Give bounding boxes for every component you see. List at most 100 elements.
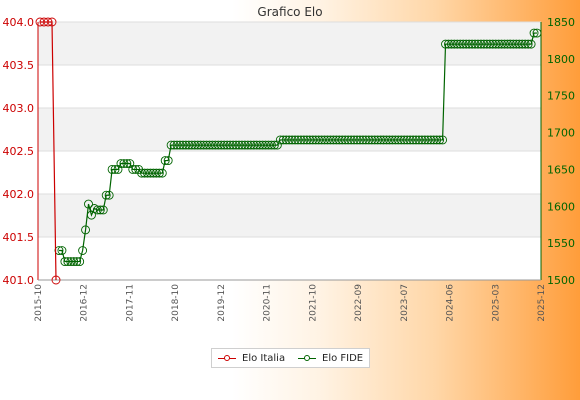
plot-band xyxy=(38,108,541,151)
elo-fide-point xyxy=(181,140,191,150)
elo-fide-point xyxy=(184,140,194,150)
left-tick-label: 404.0 xyxy=(3,16,35,29)
right-tick-label: 1550 xyxy=(547,237,575,250)
elo-fide-point xyxy=(163,156,173,166)
elo-fide-point xyxy=(334,135,344,145)
elo-fide-point xyxy=(370,135,380,145)
elo-fide-point xyxy=(497,39,507,49)
elo-fide-point xyxy=(491,39,501,49)
elo-fide-point xyxy=(284,135,294,145)
elo-fide-point xyxy=(308,135,318,145)
elo-fide-point xyxy=(317,135,327,145)
elo-fide-point xyxy=(237,140,247,150)
elo-fide-point xyxy=(122,159,132,168)
elo-fide-point xyxy=(169,140,179,150)
elo-fide-point xyxy=(373,135,383,145)
elo-fide-point xyxy=(408,135,418,145)
elo-fide-point xyxy=(461,39,471,49)
elo-fide-point xyxy=(272,140,282,150)
elo-fide-point xyxy=(219,140,229,150)
elo-fide-point xyxy=(278,135,288,145)
elo-italia-point xyxy=(51,275,61,285)
x-tick-label: 2021-10 xyxy=(308,284,318,322)
elo-fide-point xyxy=(458,39,468,49)
elo-fide-point xyxy=(151,168,161,178)
elo-fide-point xyxy=(358,135,368,145)
elo-fide-point xyxy=(261,140,270,150)
elo-fide-point xyxy=(441,39,450,49)
elo-fide-point xyxy=(488,39,498,49)
elo-fide-point xyxy=(387,135,397,145)
x-tick-label: 2019-12 xyxy=(217,284,227,322)
elo-fide-point xyxy=(399,135,409,145)
elo-fide-point xyxy=(426,135,436,145)
elo-fide-point xyxy=(104,190,114,200)
elo-fide-point xyxy=(364,135,374,145)
right-tick-label: 1600 xyxy=(547,200,575,213)
elo-fide-point xyxy=(337,135,347,145)
elo-fide-point xyxy=(328,135,338,145)
elo-fide-point xyxy=(160,156,170,166)
elo-fide-point xyxy=(258,140,268,150)
elo-fide-point xyxy=(240,140,250,150)
elo-fide-point xyxy=(385,135,394,145)
x-tick-label: 2018-10 xyxy=(171,284,181,322)
elo-fide-point xyxy=(243,140,253,150)
elo-fide-point xyxy=(72,257,82,267)
elo-fide-point xyxy=(331,135,341,145)
elo-fide-point xyxy=(140,168,150,178)
elo-fide-point xyxy=(485,39,495,49)
elo-fide-point xyxy=(367,135,377,145)
elo-fide-point xyxy=(326,135,335,145)
elo-fide-point xyxy=(207,140,217,150)
elo-fide-point xyxy=(503,39,512,49)
elo-fide-point xyxy=(405,135,415,145)
elo-fide-point xyxy=(57,246,67,255)
elo-fide-point xyxy=(187,140,197,150)
right-tick-label: 1750 xyxy=(547,90,575,103)
elo-fide-point xyxy=(78,246,88,255)
elo-fide-point xyxy=(311,135,321,145)
x-tick-label: 2025-03 xyxy=(491,284,501,322)
elo-fide-point xyxy=(479,39,489,49)
elo-fide-point xyxy=(302,135,312,145)
elo-fide-point xyxy=(517,39,527,49)
elo-fide-point xyxy=(293,135,303,145)
elo-fide-point xyxy=(508,39,518,49)
elo-fide-point xyxy=(210,140,220,150)
elo-fide-line xyxy=(59,32,537,263)
elo-fide-point xyxy=(166,140,176,150)
elo-fide-point xyxy=(473,39,483,49)
elo-fide-point xyxy=(417,135,427,145)
right-tick-label: 1650 xyxy=(547,163,575,176)
elo-fide-point xyxy=(402,135,412,145)
axes xyxy=(37,22,542,281)
elo-fide-point xyxy=(116,159,126,168)
elo-fide-point xyxy=(470,39,480,49)
elo-fide-point xyxy=(60,257,70,267)
left-tick-label: 402.0 xyxy=(3,188,35,201)
elo-fide-point xyxy=(314,135,324,145)
elo-fide-point xyxy=(355,135,365,145)
right-tick-label: 1850 xyxy=(547,16,575,29)
elo-fide-point xyxy=(249,140,259,150)
x-tick-label: 2015-10 xyxy=(34,284,44,322)
elo-fide-point xyxy=(266,140,276,150)
x-tick-label: 2020-11 xyxy=(263,284,273,322)
elo-fide-point xyxy=(69,257,79,267)
right-tick-label: 1800 xyxy=(547,53,575,66)
elo-fide-point xyxy=(414,135,424,145)
elo-fide-point xyxy=(467,39,477,49)
elo-fide-point xyxy=(423,135,433,145)
elo-fide-point xyxy=(66,257,76,267)
elo-fide-point xyxy=(494,39,504,49)
elo-fide-point xyxy=(199,140,209,150)
elo-fide-point xyxy=(511,39,521,49)
elo-fide-point xyxy=(193,140,203,150)
elo-fide-point xyxy=(119,159,129,168)
elo-fide-point xyxy=(202,140,211,150)
elo-fide-point xyxy=(346,135,356,145)
left-tick-label: 403.5 xyxy=(3,59,35,72)
left-tick-label: 403.0 xyxy=(3,102,35,115)
elo-fide-point xyxy=(340,135,350,145)
